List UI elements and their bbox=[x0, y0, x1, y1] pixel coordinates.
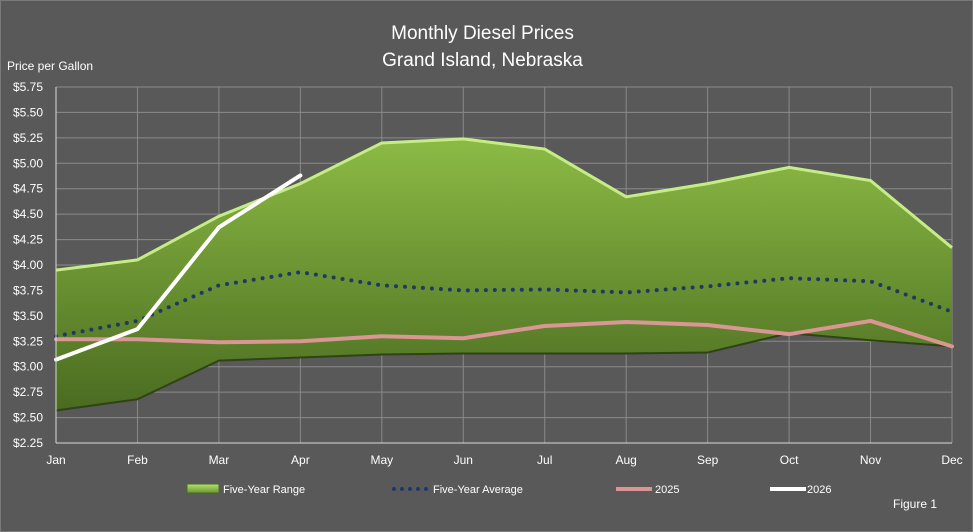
range-high-edge bbox=[55, 137, 953, 272]
legend-label-range: Five-Year Range bbox=[223, 484, 305, 496]
legend-label-five-year-average: Five-Year Average bbox=[433, 484, 523, 496]
y-tick-label: $3.75 bbox=[13, 283, 43, 297]
series-line-five-year-average bbox=[54, 270, 954, 339]
y-tick-label: $5.75 bbox=[13, 80, 43, 94]
series-line-2025 bbox=[54, 318, 954, 349]
y-tick-label: $4.25 bbox=[13, 233, 43, 247]
x-tick-label: Aug bbox=[616, 453, 637, 467]
figure-label: Figure 1 bbox=[893, 497, 938, 511]
y-tick-label: $4.00 bbox=[13, 258, 43, 272]
y-tick-label: $5.50 bbox=[13, 105, 43, 119]
y-tick-label: $5.00 bbox=[13, 156, 43, 170]
chart-title-line1: Monthly Diesel Prices bbox=[391, 23, 574, 44]
x-tick-label: Jul bbox=[537, 453, 552, 467]
x-tick-label: Dec bbox=[941, 453, 962, 467]
y-tick-label: $3.00 bbox=[13, 360, 43, 374]
legend-label-2025: 2025 bbox=[655, 484, 679, 496]
x-tick-label: Jan bbox=[46, 453, 65, 467]
range-low-edge bbox=[55, 332, 953, 412]
x-tick-label: Apr bbox=[291, 453, 310, 467]
x-tick-label: May bbox=[370, 453, 393, 467]
x-tick-label: Nov bbox=[860, 453, 881, 467]
x-tick-label: Jun bbox=[454, 453, 473, 467]
legend-swatch-range bbox=[186, 483, 220, 494]
y-tick-label: $4.75 bbox=[13, 182, 43, 196]
x-tick-label: Feb bbox=[127, 453, 148, 467]
chart-title: Monthly Diesel Prices Grand Island, Nebr… bbox=[1, 20, 964, 74]
legend-label-2026: 2026 bbox=[807, 484, 831, 496]
x-tick-label: Oct bbox=[780, 453, 799, 467]
y-tick-label: $3.50 bbox=[13, 309, 43, 323]
y-axis-label: Price per Gallon bbox=[7, 59, 94, 73]
y-tick-label: $2.25 bbox=[13, 436, 43, 450]
chart-title-line2: Grand Island, Nebraska bbox=[382, 50, 583, 71]
y-tick-label: $3.25 bbox=[13, 334, 43, 348]
y-tick-label: $2.75 bbox=[13, 385, 43, 399]
x-tick-label: Sep bbox=[697, 453, 719, 467]
series-line-2026 bbox=[54, 173, 303, 362]
y-tick-label: $2.50 bbox=[13, 411, 43, 425]
y-tick-label: $5.25 bbox=[13, 131, 43, 145]
x-tick-label: Mar bbox=[209, 453, 230, 467]
legend: Five-Year Range Five-Year Average 2025 2026 bbox=[186, 483, 831, 496]
y-tick-label: $4.50 bbox=[13, 207, 43, 221]
